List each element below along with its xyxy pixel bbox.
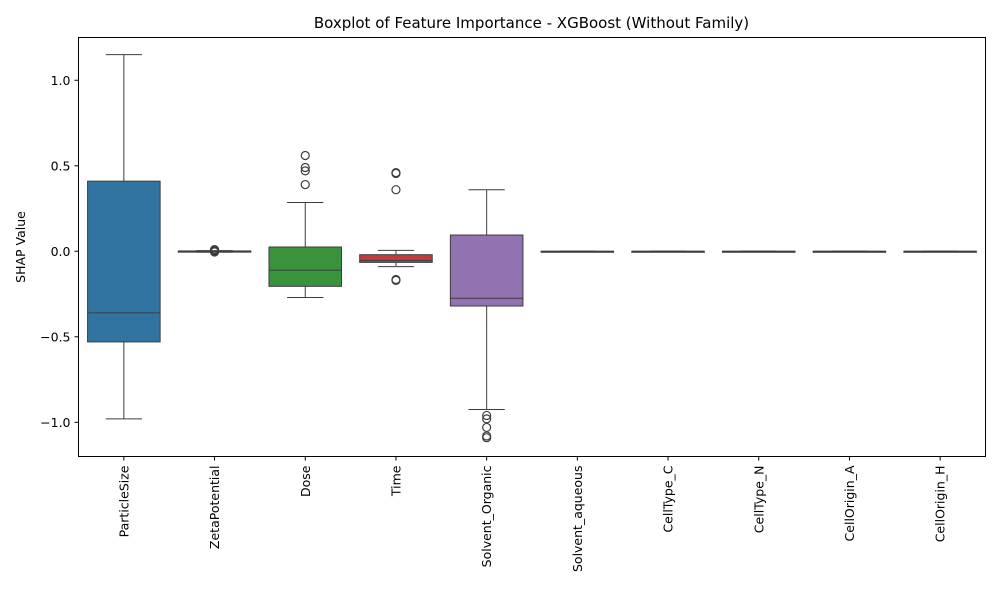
outlier-point	[482, 433, 492, 443]
outlier-point	[391, 275, 401, 285]
outlier-point	[391, 168, 401, 178]
outlier-point	[300, 179, 310, 190]
x-tick-label: CellType_C	[661, 465, 676, 532]
y-tick-label: 0.5	[51, 158, 71, 173]
box-Solvent_Organic	[449, 234, 524, 307]
x-tick-label: Solvent_Organic	[479, 465, 494, 567]
box-ParticleSize	[87, 180, 161, 343]
outlier-point	[209, 244, 220, 255]
plot-area: −1.0 −0.5 0.0 0.5 1.0 ParticleSize ZetaPotenti…	[40, 54, 977, 573]
x-tick-label: CellType_N	[751, 466, 766, 534]
y-tick-label: 0.0	[51, 244, 71, 259]
x-tick-label: ZetaPotential	[207, 466, 222, 550]
y-axis-label: SHAP Value	[13, 211, 28, 283]
outlier-point	[391, 185, 401, 195]
x-tick-label: Solvent_aqueous	[570, 466, 585, 573]
outlier-point	[209, 247, 220, 257]
y-tick-label: −0.5	[40, 329, 70, 344]
x-tick-label: ParticleSize	[116, 465, 131, 537]
box-Time	[359, 254, 433, 263]
x-tick-label: CellOrigin_H	[933, 466, 948, 543]
chart-title: Boxplot of Feature Importance - XGBoost …	[314, 14, 749, 32]
axes-frame	[78, 37, 986, 457]
outlier-point	[300, 166, 310, 176]
x-tick-label: Dose	[298, 465, 313, 497]
outlier-point	[300, 162, 310, 173]
y-tick-label: 1.0	[51, 73, 71, 88]
x-tick-label: Time	[388, 465, 403, 497]
outlier-point	[300, 150, 310, 161]
y-tick-label: −1.0	[40, 415, 70, 430]
box-Dose	[268, 246, 343, 287]
outlier-point	[482, 422, 492, 433]
outlier-point	[482, 410, 492, 421]
x-tick-label: CellOrigin_A	[842, 465, 857, 541]
